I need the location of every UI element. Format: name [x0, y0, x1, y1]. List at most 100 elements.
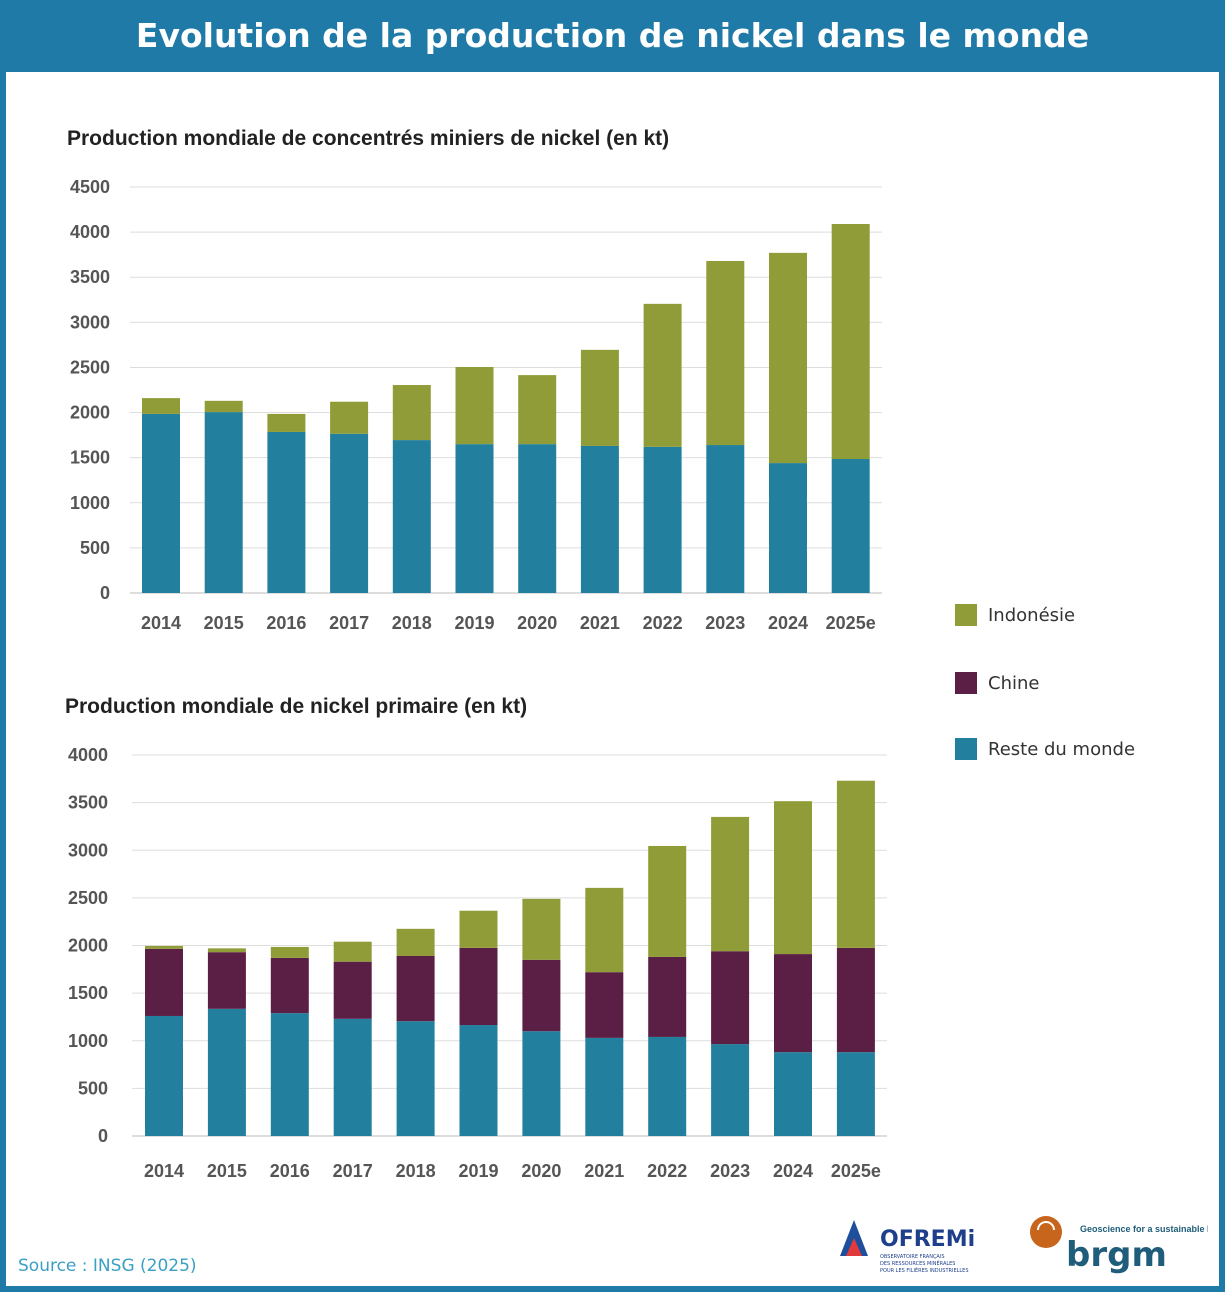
- x-tick-label: 2017: [333, 1161, 373, 1181]
- svg-text:Geoscience for a sustainable E: Geoscience for a sustainable Earth: [1080, 1224, 1208, 1234]
- bar-reste-du-monde-2024: [769, 463, 807, 593]
- y-tick-label: 2000: [68, 936, 108, 956]
- x-tick-label: 2016: [270, 1161, 310, 1181]
- bar-reste-du-monde-2018: [392, 440, 431, 593]
- x-tick-label: 2025e: [826, 613, 876, 633]
- bar-indon-sie-2022: [643, 303, 682, 447]
- svg-text:POUR LES FILIÈRES INDUSTRIELLE: POUR LES FILIÈRES INDUSTRIELLES: [880, 1266, 969, 1274]
- y-tick-label: 2500: [70, 357, 110, 377]
- y-tick-label: 2000: [70, 403, 110, 423]
- x-tick-label: 2019: [458, 1161, 498, 1181]
- bar-reste-du-monde-2015: [207, 1008, 246, 1136]
- y-tick-label: 0: [98, 1126, 108, 1146]
- legend-swatch-indonesie: [955, 604, 977, 626]
- bar-indon-sie-2020: [518, 375, 557, 445]
- bar-indon-sie-2014: [145, 945, 183, 949]
- chart2: 0 500 1000 1500 2000 2500 3000 3500 4000 2014 2015…: [68, 745, 887, 1181]
- y-tick-label: 500: [80, 538, 110, 558]
- chart2-title: Production mondiale de nickel primaire (…: [65, 695, 527, 718]
- legend-swatch-reste-du-monde: [955, 738, 977, 760]
- bar-indon-sie-2024: [769, 252, 807, 464]
- svg-text:DES RESSOURCES MINÉRALES: DES RESSOURCES MINÉRALES: [880, 1259, 956, 1267]
- bar-indon-sie-2018: [392, 385, 431, 441]
- bar-chine-2021: [585, 972, 624, 1038]
- bar-indon-sie-2021: [585, 887, 624, 973]
- x-tick-label: 2025e: [831, 1161, 881, 1181]
- bar-chine-2019: [459, 947, 498, 1026]
- legend-label-reste-du-monde: Reste du monde: [988, 739, 1135, 760]
- x-tick-label: 2018: [396, 1161, 436, 1181]
- x-tick-label: 2023: [705, 613, 745, 633]
- bar-chine-2024: [774, 954, 812, 1053]
- bar-indon-sie-2014: [142, 398, 180, 414]
- bar-chine-2018: [396, 955, 435, 1022]
- bar-reste-du-monde-2022: [648, 1036, 687, 1136]
- bar-reste-du-monde-2025e: [831, 459, 870, 593]
- x-tick-label: 2020: [521, 1161, 561, 1181]
- y-tick-label: 1500: [70, 448, 110, 468]
- legend-swatch-chine: [955, 672, 977, 694]
- x-tick-label: 2016: [266, 613, 306, 633]
- bar-indon-sie-2019: [455, 366, 494, 445]
- y-tick-label: 3500: [68, 793, 108, 813]
- bar-chine-2022: [648, 956, 687, 1037]
- bar-indon-sie-2018: [396, 928, 435, 956]
- y-tick-label: 1000: [68, 1031, 108, 1051]
- y-tick-label: 4000: [68, 745, 108, 765]
- bar-indon-sie-2017: [333, 941, 372, 962]
- x-tick-label: 2014: [141, 613, 181, 633]
- bar-reste-du-monde-2016: [267, 431, 306, 593]
- bar-reste-du-monde-2019: [455, 444, 494, 593]
- bar-reste-du-monde-2016: [270, 1013, 309, 1136]
- x-tick-label: 2015: [204, 613, 244, 633]
- y-tick-label: 4500: [70, 177, 110, 197]
- bar-reste-du-monde-2020: [518, 444, 557, 593]
- y-tick-label: 500: [78, 1078, 108, 1098]
- bar-indon-sie-2025e: [831, 223, 870, 460]
- svg-text:OBSERVATOIRE FRANÇAIS: OBSERVATOIRE FRANÇAIS: [880, 1254, 945, 1260]
- x-tick-label: 2014: [144, 1161, 184, 1181]
- chart1: 0 500 1000 1500 2000 2500 3000 3500 4000 4500 2014…: [70, 177, 882, 633]
- bar-indon-sie-2015: [204, 400, 243, 413]
- y-tick-label: 4000: [70, 222, 110, 242]
- bar-indon-sie-2015: [207, 948, 246, 953]
- bar-indon-sie-2023: [706, 260, 745, 446]
- legend-label-chine: Chine: [988, 673, 1039, 694]
- x-tick-label: 2024: [773, 1161, 813, 1181]
- bar-chine-2016: [270, 957, 309, 1014]
- bar-reste-du-monde-2021: [580, 445, 619, 593]
- ofremi-logo: OFREMi OBSERVATOIRE FRANÇAIS DES RESSOUR…: [840, 1220, 975, 1274]
- bar-reste-du-monde-2022: [643, 446, 682, 593]
- bar-reste-du-monde-2023: [711, 1044, 750, 1136]
- y-tick-label: 3000: [70, 312, 110, 332]
- x-tick-label: 2024: [768, 613, 808, 633]
- y-tick-label: 1500: [68, 983, 108, 1003]
- svg-text:brgm: brgm: [1066, 1235, 1167, 1275]
- bar-indon-sie-2019: [459, 910, 498, 948]
- bar-reste-du-monde-2017: [330, 433, 369, 593]
- bar-indon-sie-2022: [648, 845, 687, 957]
- legend: Indonésie Chine Reste du monde: [955, 604, 1135, 760]
- bar-reste-du-monde-2020: [522, 1031, 561, 1136]
- bar-chine-2014: [145, 948, 183, 1016]
- bar-reste-du-monde-2014: [142, 413, 180, 593]
- bar-indon-sie-2021: [580, 349, 619, 446]
- bar-reste-du-monde-2023: [706, 445, 745, 593]
- bar-chine-2015: [207, 952, 246, 1009]
- y-tick-label: 2500: [68, 888, 108, 908]
- brgm-logo: Geoscience for a sustainable Earth brgm: [1030, 1216, 1208, 1275]
- page-title: Evolution de la production de nickel dan…: [0, 0, 1225, 72]
- bar-indon-sie-2016: [267, 413, 306, 432]
- x-tick-label: 2020: [517, 613, 557, 633]
- legend-label-indonesie: Indonésie: [988, 605, 1075, 626]
- bar-indon-sie-2017: [330, 401, 369, 434]
- bar-indon-sie-2020: [522, 898, 561, 960]
- bar-reste-du-monde-2021: [585, 1037, 624, 1136]
- y-tick-label: 3000: [68, 840, 108, 860]
- bar-reste-du-monde-2018: [396, 1021, 435, 1136]
- bar-reste-du-monde-2019: [459, 1025, 498, 1136]
- bar-reste-du-monde-2017: [333, 1018, 372, 1136]
- bar-indon-sie-2024: [774, 801, 812, 955]
- x-tick-label: 2015: [207, 1161, 247, 1181]
